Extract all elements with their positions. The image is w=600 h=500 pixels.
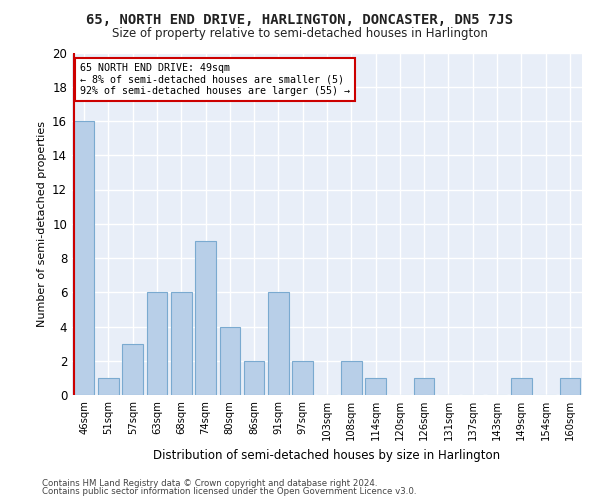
Text: 65, NORTH END DRIVE, HARLINGTON, DONCASTER, DN5 7JS: 65, NORTH END DRIVE, HARLINGTON, DONCAST…	[86, 12, 514, 26]
Bar	[341, 361, 362, 395]
Bar	[195, 241, 216, 395]
Bar	[511, 378, 532, 395]
Bar	[98, 378, 119, 395]
Bar	[560, 378, 580, 395]
Bar	[268, 292, 289, 395]
Bar	[244, 361, 265, 395]
Y-axis label: Number of semi-detached properties: Number of semi-detached properties	[37, 120, 47, 327]
Bar	[365, 378, 386, 395]
X-axis label: Distribution of semi-detached houses by size in Harlington: Distribution of semi-detached houses by …	[154, 448, 500, 462]
Bar	[122, 344, 143, 395]
Text: 65 NORTH END DRIVE: 49sqm
← 8% of semi-detached houses are smaller (5)
92% of se: 65 NORTH END DRIVE: 49sqm ← 8% of semi-d…	[80, 63, 350, 96]
Bar	[74, 121, 94, 395]
Text: Contains public sector information licensed under the Open Government Licence v3: Contains public sector information licen…	[42, 487, 416, 496]
Text: Contains HM Land Registry data © Crown copyright and database right 2024.: Contains HM Land Registry data © Crown c…	[42, 479, 377, 488]
Bar	[292, 361, 313, 395]
Bar	[220, 326, 240, 395]
Bar	[146, 292, 167, 395]
Text: Size of property relative to semi-detached houses in Harlington: Size of property relative to semi-detach…	[112, 28, 488, 40]
Bar	[414, 378, 434, 395]
Bar	[171, 292, 191, 395]
